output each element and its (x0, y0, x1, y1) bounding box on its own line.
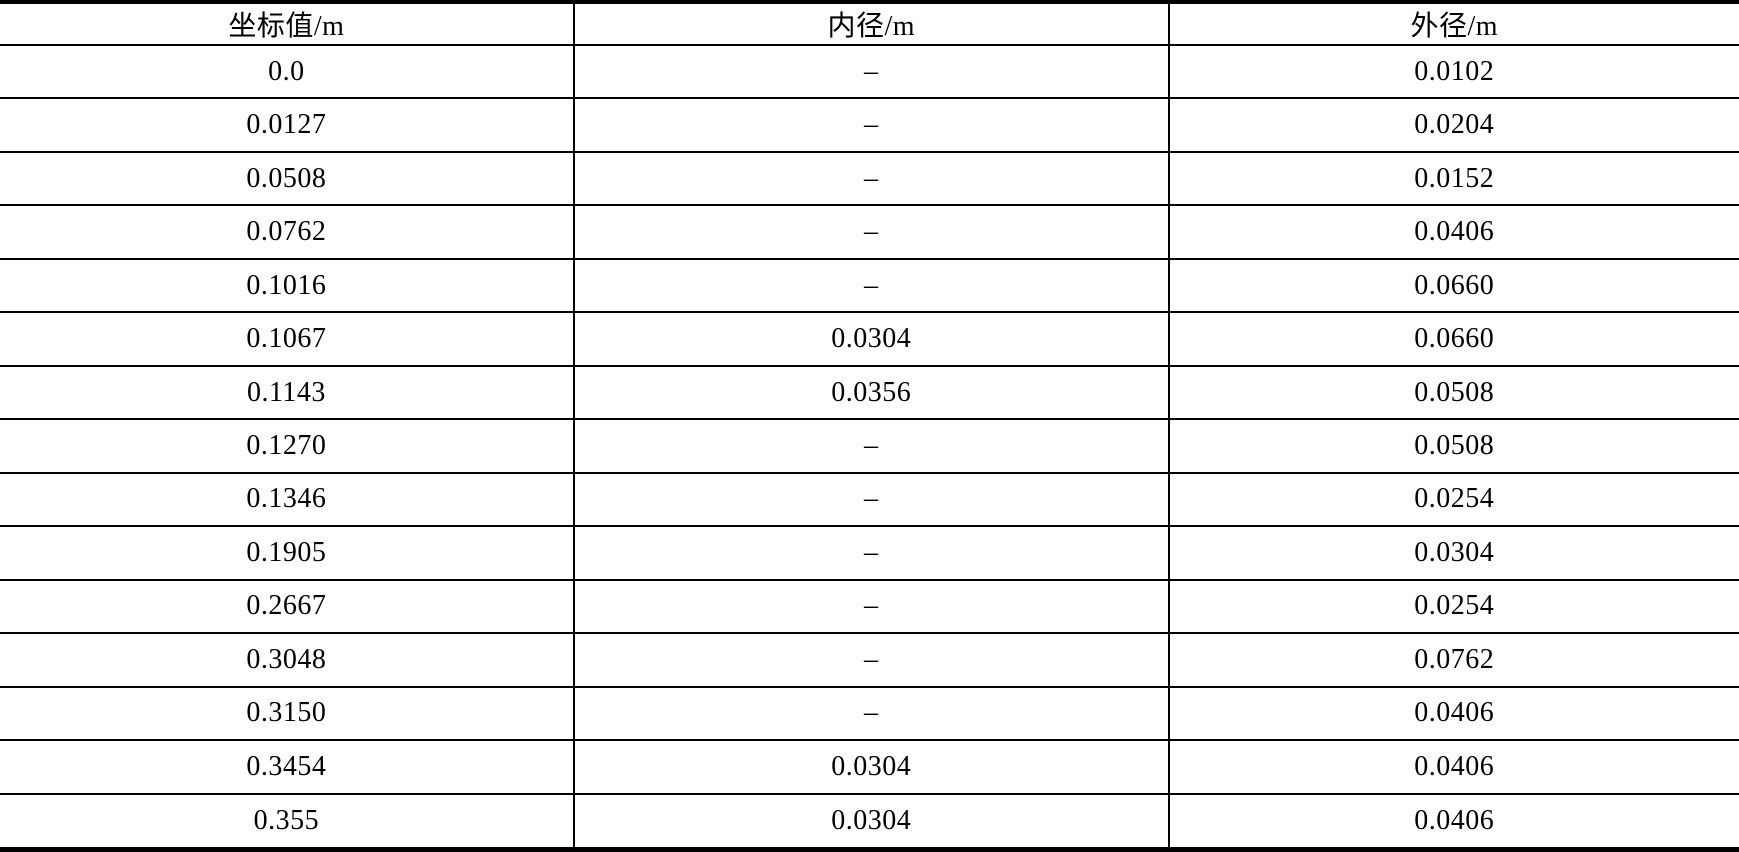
cell-outer-diameter: 0.0406 (1414, 804, 1495, 836)
table-row: 0.0762–0.0406 (0, 205, 1739, 260)
table-row: 0.0127–0.0204 (0, 98, 1739, 153)
cell-inner-diameter: – (573, 45, 1170, 100)
table-row: 0.1905–0.0304 (0, 526, 1739, 581)
cell-outer-diameter: 0.0254 (1168, 472, 1739, 528)
column-header-outer-diameter: 外径/m (1168, 2, 1739, 46)
cell-inner-diameter: – (573, 98, 1170, 153)
cell-coordinate: 0.3454 (0, 740, 575, 795)
cell-inner-diameter: – (573, 419, 1170, 474)
cell-inner-diameter: – (573, 633, 1170, 688)
cell-coordinate: 0.1905 (0, 526, 575, 581)
cell-coordinate: 0.1067 (0, 312, 575, 367)
column-header-coordinate: 坐标值/m (0, 2, 575, 46)
table-row: 0.0–0.0102 (0, 45, 1739, 100)
cell-coordinate: 0.1270 (0, 419, 575, 474)
table-row: 0.3454 0.0304 0.0406 (0, 740, 1739, 795)
cell-outer-diameter: 0.0304 (1168, 526, 1739, 581)
cell-inner-diameter: – (573, 526, 1170, 581)
table-row: 0.355 0.0304 0.0406 (0, 793, 1739, 850)
cell-inner-diameter: 0.0304 (573, 793, 1170, 850)
cell-coordinate: 0.0508 (0, 151, 575, 207)
cell-inner-diameter: 0.0304 (573, 740, 1170, 795)
cell-inner-diameter: – (573, 686, 1170, 742)
cell-coordinate: 0.1346 (0, 472, 575, 528)
table-header-row: 坐标值/m 内径/m 外径/m (0, 2, 1739, 46)
table-row: 0.1270–0.0508 (0, 419, 1739, 474)
cell-coordinate: 0.1016 (0, 258, 575, 314)
column-header-inner-diameter: 内径/m (573, 2, 1170, 46)
cell-coordinate: 0.355 (0, 793, 575, 850)
table-row: 0.1016–0.0660 (0, 258, 1739, 314)
table-row: 0.1067 0.0304 0.0660 (0, 312, 1739, 367)
table-row: 0.3048–0.0762 (0, 633, 1739, 688)
cell-outer-diameter: 0.0660 (1168, 312, 1739, 367)
cell-outer-diameter: 0.0406 (1168, 740, 1739, 795)
cell-outer-diameter: 0.0204 (1168, 98, 1739, 153)
cell-outer-diameter: 0.0406 (1168, 686, 1739, 742)
cell-outer-diameter: 0.0508 (1168, 419, 1739, 474)
cell-coordinate: 0.0762 (0, 205, 575, 260)
table-row: 0.3150–0.0406 (0, 686, 1739, 742)
cell-inner-diameter: – (573, 151, 1170, 207)
cell-coordinate: 0.3048 (0, 633, 575, 688)
table-row: 0.0508–0.0152 (0, 151, 1739, 207)
cell-inner-diameter: – (573, 579, 1170, 635)
cell-inner-diameter: 0.0356 (573, 365, 1170, 421)
cell-inner-diameter: 0.0304 (573, 312, 1170, 367)
cell-outer-diameter: 0.0152 (1168, 151, 1739, 207)
table-row: 0.1143 0.0356 0.0508 (0, 365, 1739, 421)
cell-outer-diameter: 0.0508 (1168, 365, 1739, 421)
table-row: 0.2667–0.0254 (0, 579, 1739, 635)
cell-coordinate: 0.2667 (0, 579, 575, 635)
table-row: 0.1346–0.0254 (0, 472, 1739, 528)
cell-outer-diameter: 0.0102 (1168, 45, 1739, 100)
cell-outer-diameter: 0.0406 (1168, 205, 1739, 260)
cell-inner-diameter: – (573, 472, 1170, 528)
cell-coordinate: 0.3150 (0, 686, 575, 742)
cell-inner-diameter: – (573, 205, 1170, 260)
cell-coordinate: 0.0127 (0, 98, 575, 153)
cell-outer-diameter: 0.0254 (1168, 579, 1739, 635)
cell-outer-diameter: 0.0762 (1168, 633, 1739, 688)
table-body: 0.0–0.0102 0.0127–0.0204 0.0508–0.0152 0.07… (0, 45, 1739, 850)
cell-inner-diameter: – (573, 258, 1170, 314)
cell-coordinate: 0.0 (0, 45, 575, 100)
cell-outer-diameter: 0.0660 (1168, 258, 1739, 314)
cell-coordinate: 0.1143 (0, 365, 575, 421)
